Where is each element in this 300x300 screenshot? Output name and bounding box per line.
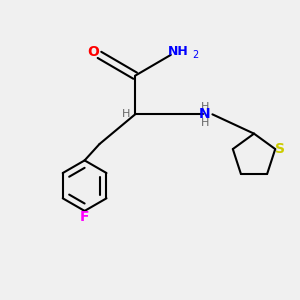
Text: N: N [199,107,211,121]
Text: O: O [88,45,100,59]
Text: H: H [201,118,209,128]
Text: 2: 2 [192,50,198,60]
Text: NH: NH [168,45,189,58]
Text: S: S [275,142,285,156]
Text: F: F [80,210,89,224]
Text: H: H [122,109,130,119]
Text: H: H [201,102,209,112]
